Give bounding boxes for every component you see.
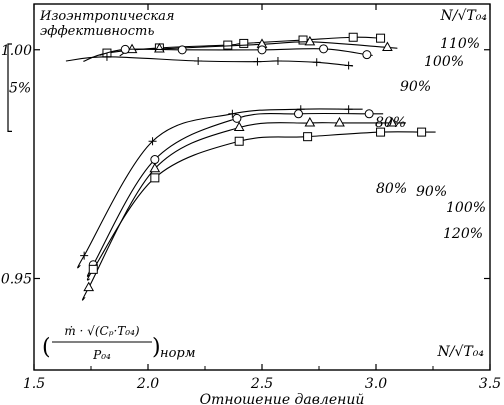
flow-series-80pct	[77, 105, 363, 269]
scale-bar: 5%	[7, 43, 31, 132]
x-tick-label: 3.0	[365, 376, 387, 392]
plus-marker	[273, 56, 282, 65]
circle-marker	[293, 109, 303, 119]
triangle-marker	[126, 43, 138, 54]
square-marker	[239, 38, 249, 48]
efficiency-series-90pct	[99, 44, 373, 60]
scale-bar-bracket	[7, 43, 12, 132]
square-marker	[150, 173, 160, 183]
efficiency-series-80pct	[65, 52, 354, 70]
triangle-marker	[304, 116, 316, 127]
square-marker	[88, 264, 98, 274]
efficiency-line	[99, 48, 373, 56]
plus-marker	[312, 58, 321, 67]
efficiency-series-label: 110%	[440, 36, 480, 52]
efficiency-curves	[65, 32, 398, 70]
flow-speed-parameter: N/√T₀₄	[437, 344, 485, 360]
circle-marker	[177, 45, 187, 55]
triangle-marker	[386, 116, 398, 127]
y-tick-label: 0.95	[1, 272, 32, 288]
square-marker	[348, 32, 358, 42]
flow-series-label: 80%	[376, 181, 407, 197]
efficiency-title-line: эффективность	[40, 24, 154, 39]
square-marker	[223, 40, 233, 50]
efficiency-series-label: 100%	[424, 54, 464, 70]
flow-series-120pct	[86, 127, 436, 281]
triangle-marker	[83, 281, 95, 292]
plus-marker	[148, 137, 157, 146]
circle-marker	[232, 113, 242, 123]
flow-series-100pct	[81, 116, 406, 301]
efficiency-speed-parameter: N/√T₀₄	[440, 8, 488, 24]
flow-line	[86, 131, 436, 281]
x-tick-label: 2.5	[250, 376, 273, 392]
paren-open: (	[42, 335, 51, 360]
square-marker	[417, 127, 427, 137]
square-marker	[376, 33, 386, 43]
triangle-marker	[334, 116, 345, 127]
axes: 1.5 2.0 2.5 3.0 3.5 0.95 1.00 Отношение давлени…	[1, 4, 501, 405]
triangle-marker	[304, 35, 316, 46]
flow-series-label: 120%	[443, 226, 483, 242]
y-tick-label: 1.00	[1, 43, 32, 59]
plus-marker	[344, 61, 353, 70]
flow-curves	[77, 105, 436, 301]
paren-close: )	[152, 335, 161, 360]
scale-bar-label: 5%	[9, 81, 31, 97]
x-tick-label: 1.5	[23, 376, 45, 392]
square-marker	[298, 35, 308, 45]
x-axis-title: Отношение давлений	[200, 392, 365, 405]
x-tick-label: 2.0	[136, 376, 159, 392]
flow-y-axis-label: ( ṁ · √(Cₚ·T₀₄) P₀₄) норм	[42, 324, 196, 362]
square-marker	[234, 136, 244, 146]
plus-marker	[228, 109, 237, 118]
circle-marker	[257, 45, 267, 55]
circle-marker	[150, 155, 160, 165]
circle-marker	[362, 50, 372, 60]
plus-marker	[102, 52, 111, 61]
plus-marker	[344, 105, 353, 114]
flow-line	[81, 122, 406, 301]
x-tick-label: 3.5	[479, 376, 501, 392]
square-marker	[303, 132, 313, 142]
circle-marker	[364, 109, 374, 119]
plus-marker	[194, 56, 203, 65]
flow-series-label: 90%	[416, 184, 447, 200]
circle-marker	[319, 44, 329, 54]
plus-marker	[253, 57, 262, 66]
efficiency-title-line: Изоэнтропическая	[39, 9, 175, 24]
efficiency-line	[65, 56, 354, 67]
triangle-marker	[233, 121, 245, 132]
flow-series-90pct	[86, 109, 384, 277]
triangle-marker	[382, 41, 393, 51]
efficiency-series-label: 80%	[375, 115, 406, 131]
triangle-marker	[149, 162, 161, 173]
flow-series-label: 100%	[446, 200, 486, 216]
circle-marker	[120, 44, 130, 54]
square-marker	[376, 127, 386, 137]
y-label-denominator: P₀₄	[92, 348, 111, 362]
y-label-suffix: норм	[160, 346, 196, 361]
plus-marker	[80, 251, 89, 260]
efficiency-series-label: 90%	[400, 79, 431, 95]
y-label-numerator: ṁ · √(Cₚ·T₀₄)	[64, 324, 140, 338]
